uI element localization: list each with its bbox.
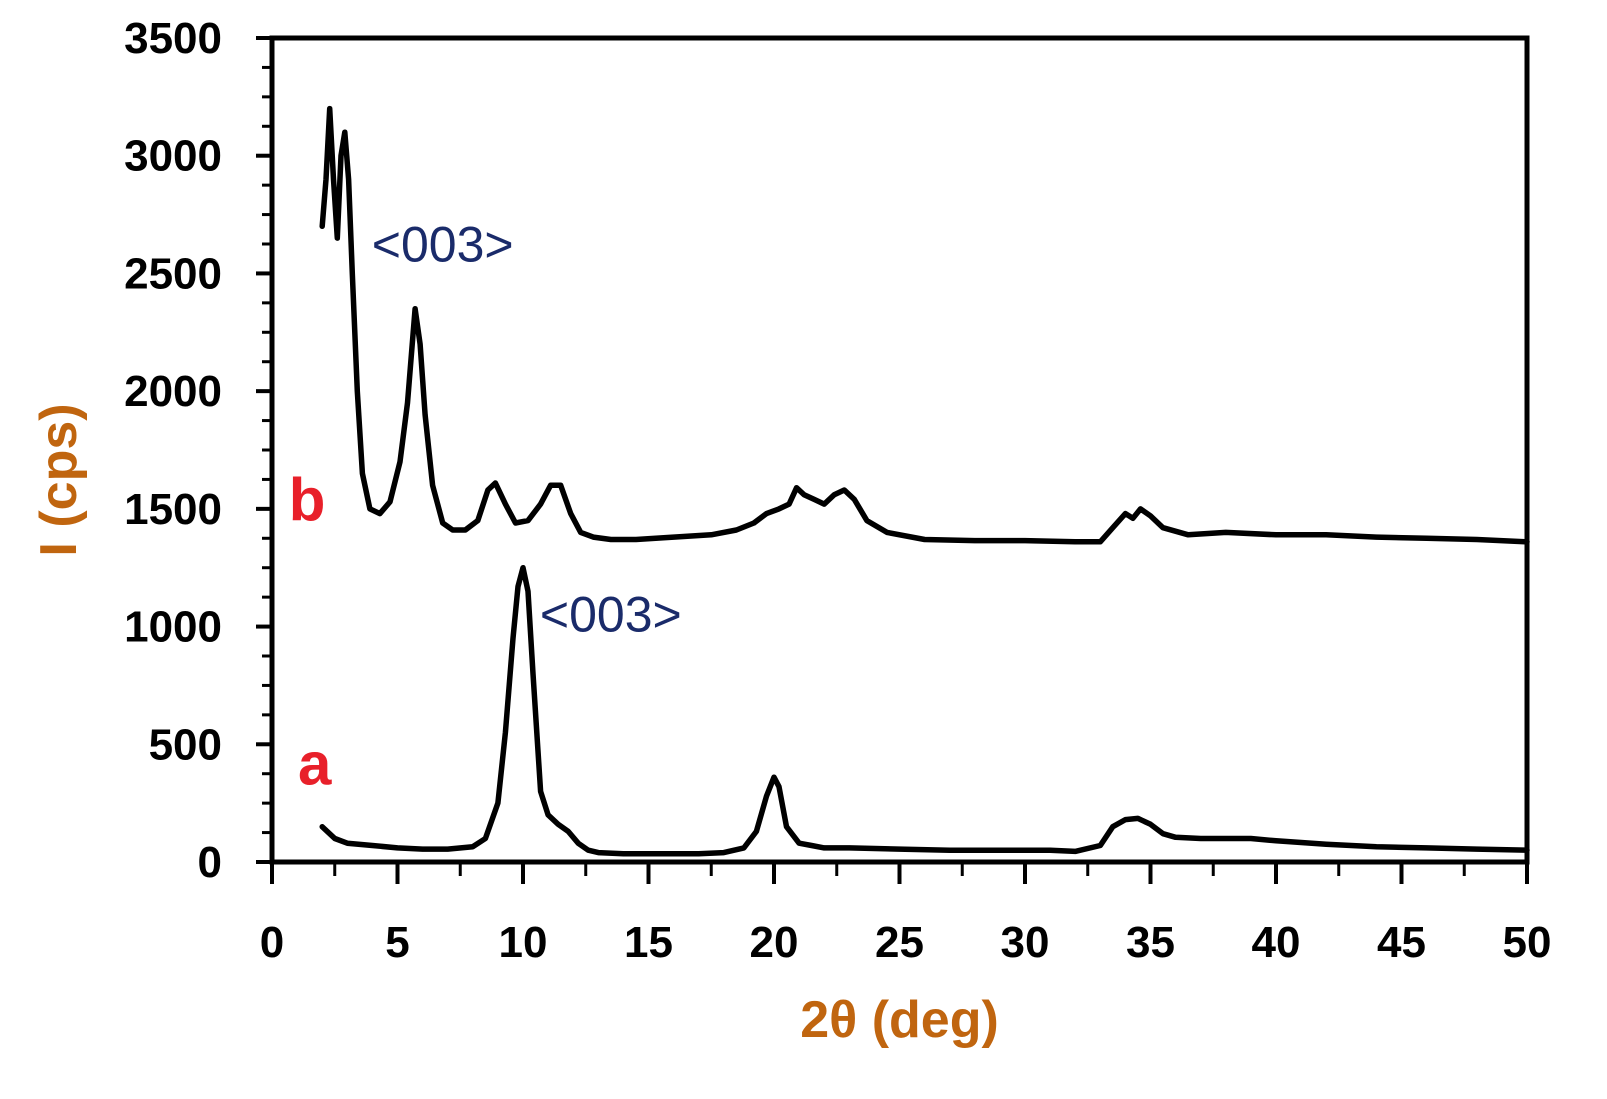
x-tick-label: 15 [624, 918, 673, 967]
x-axis-tick-labels: 0 5 10 15 20 25 30 35 40 45 50 [260, 918, 1552, 967]
annotation-peak-003-b: <003> [372, 217, 514, 273]
x-tick-label: 0 [260, 918, 284, 967]
y-tick-label: 3500 [124, 14, 222, 63]
y-tick-label: 3000 [124, 132, 222, 181]
y-tick-label: 0 [198, 838, 222, 887]
x-tick-label: 10 [499, 918, 548, 967]
y-axis-title: I (cps) [30, 403, 88, 556]
x-tick-label: 5 [385, 918, 409, 967]
x-tick-label: 30 [1001, 918, 1050, 967]
x-tick-label: 45 [1377, 918, 1426, 967]
x-axis-title: 2θ (deg) [800, 991, 999, 1049]
y-tick-label: 500 [149, 720, 222, 769]
x-axis-ticks [270, 862, 1529, 884]
y-tick-label: 2000 [124, 367, 222, 416]
series-line-a [319, 564, 1530, 857]
series-label-a: a [298, 730, 332, 797]
x-tick-label: 20 [750, 918, 799, 967]
x-tick-label: 50 [1503, 918, 1552, 967]
plot-frame [269, 35, 1530, 865]
x-tick-label: 25 [875, 918, 924, 967]
series-line-b [319, 105, 1530, 545]
series-label-b: b [289, 467, 326, 534]
x-tick-label: 35 [1126, 918, 1175, 967]
y-tick-label: 2500 [124, 249, 222, 298]
y-tick-label: 1500 [124, 485, 222, 534]
y-axis-tick-labels: 0 500 1000 1500 2000 2500 3000 3500 [124, 14, 222, 887]
x-tick-label: 40 [1252, 918, 1301, 967]
annotation-peak-003-a: <003> [540, 586, 682, 642]
series-lines [319, 105, 1530, 857]
y-tick-label: 1000 [124, 603, 222, 652]
